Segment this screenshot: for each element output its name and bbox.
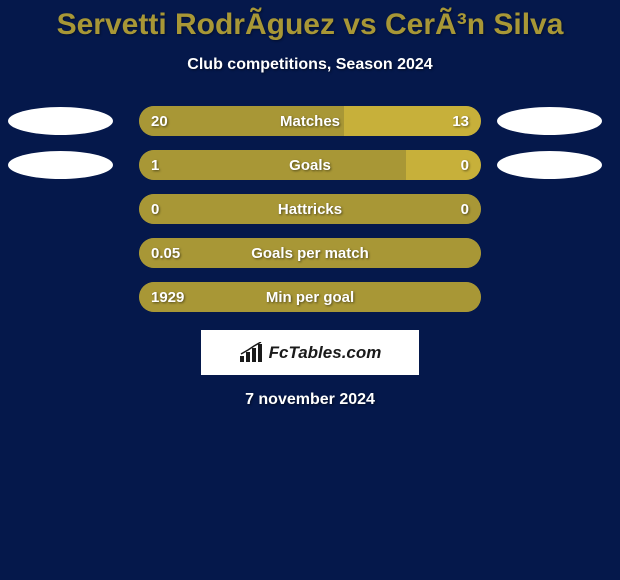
bar-label-container: 1 Goals 0 — [139, 150, 481, 180]
stat-value-right: 0 — [461, 201, 469, 218]
stat-value-left: 1929 — [151, 289, 184, 306]
stat-name: Matches — [280, 113, 340, 130]
logo-text: FcTables.com — [269, 343, 382, 363]
subtitle: Club competitions, Season 2024 — [187, 56, 432, 74]
bar-label-container: 0 Hattricks 0 — [139, 194, 481, 224]
stat-bar: 1929 Min per goal — [139, 282, 481, 312]
stat-row: 1 Goals 0 — [0, 150, 620, 180]
stat-row: 0.05 Goals per match — [0, 238, 620, 268]
date-text: 7 november 2024 — [245, 391, 375, 409]
stat-name: Min per goal — [266, 289, 354, 306]
stat-name: Hattricks — [278, 201, 342, 218]
stat-row: 0 Hattricks 0 — [0, 194, 620, 224]
stat-value-left: 20 — [151, 113, 168, 130]
bar-label-container: 20 Matches 13 — [139, 106, 481, 136]
page-title: Servetti RodrÃ­guez vs CerÃ³n Silva — [57, 8, 564, 42]
player-ellipse-left — [8, 151, 113, 179]
logo-box[interactable]: FcTables.com — [201, 330, 419, 375]
stat-name: Goals per match — [251, 245, 369, 262]
stat-bar: 20 Matches 13 — [139, 106, 481, 136]
stats-area: 20 Matches 13 1 Goals 0 0 Hattricks 0 0.05 Goals p… — [0, 106, 620, 312]
stat-value-right: 0 — [461, 157, 469, 174]
stat-row: 20 Matches 13 — [0, 106, 620, 136]
stat-value-left: 1 — [151, 157, 159, 174]
player-ellipse-right — [497, 107, 602, 135]
player-ellipse-left — [8, 107, 113, 135]
stat-bar: 1 Goals 0 — [139, 150, 481, 180]
stat-value-left: 0 — [151, 201, 159, 218]
stat-value-right: 13 — [452, 113, 469, 130]
main-container: Servetti RodrÃ­guez vs CerÃ³n Silva Club… — [0, 0, 620, 409]
stat-bar: 0.05 Goals per match — [139, 238, 481, 268]
stat-row: 1929 Min per goal — [0, 282, 620, 312]
stat-bar: 0 Hattricks 0 — [139, 194, 481, 224]
stat-name: Goals — [289, 157, 331, 174]
player-ellipse-right — [497, 151, 602, 179]
bar-label-container: 1929 Min per goal — [139, 282, 481, 312]
stat-value-left: 0.05 — [151, 245, 180, 262]
bar-label-container: 0.05 Goals per match — [139, 238, 481, 268]
chart-icon — [239, 342, 265, 364]
